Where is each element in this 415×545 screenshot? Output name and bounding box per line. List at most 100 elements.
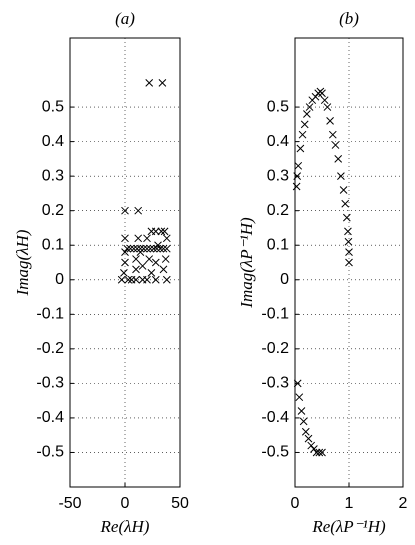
point — [138, 262, 147, 270]
point — [304, 434, 313, 443]
point — [294, 161, 303, 170]
point — [334, 155, 343, 163]
point — [158, 79, 167, 87]
point — [157, 227, 166, 236]
point — [326, 117, 334, 125]
point — [121, 258, 129, 267]
point — [160, 227, 169, 236]
y-tick-label: 0.5 — [42, 98, 64, 115]
point — [305, 103, 314, 111]
point — [295, 393, 304, 402]
point — [345, 248, 353, 256]
y-tick-label: 0 — [55, 271, 64, 288]
point — [300, 120, 309, 129]
y-tick-label: 0.2 — [42, 202, 64, 219]
y-axis-label: Imag(λP⁻¹H) — [237, 217, 256, 309]
y-tick-label: -0.1 — [261, 306, 289, 323]
plot-frame — [69, 37, 181, 488]
point — [132, 265, 140, 274]
chart-title: (b) — [339, 9, 359, 28]
y-tick-label: 0.5 — [267, 98, 289, 115]
point — [344, 227, 352, 236]
y-tick-label: -0.2 — [261, 340, 289, 357]
point — [293, 172, 302, 181]
point — [341, 199, 350, 208]
point — [143, 244, 151, 253]
point — [307, 441, 316, 450]
x-axis-label: Re(λP⁻¹H) — [311, 517, 386, 536]
point — [156, 244, 165, 253]
point — [121, 234, 129, 243]
x-tick-label: 0 — [121, 495, 130, 512]
point — [132, 255, 140, 263]
point — [342, 213, 351, 222]
point — [120, 269, 128, 277]
y-tick-label: 0.4 — [42, 133, 64, 150]
point — [121, 248, 129, 256]
point — [159, 265, 168, 274]
y-tick-label: -0.1 — [36, 306, 64, 323]
point — [151, 227, 160, 236]
point — [320, 96, 329, 105]
point — [331, 141, 340, 149]
y-tick-label: -0.5 — [36, 444, 64, 461]
point — [149, 244, 158, 253]
x-tick-label: 50 — [171, 495, 189, 512]
point — [136, 244, 145, 253]
point — [318, 89, 326, 98]
point — [303, 110, 311, 118]
y-tick-label: -0.4 — [261, 409, 289, 426]
y-tick-label: -0.4 — [36, 409, 64, 426]
point — [312, 448, 321, 457]
point — [310, 445, 318, 453]
point — [151, 258, 160, 267]
point — [293, 379, 302, 388]
point — [345, 258, 353, 267]
point — [323, 103, 332, 111]
plot-frame — [294, 37, 404, 488]
y-tick-label: 0.2 — [267, 202, 289, 219]
y-tick-label: 0.3 — [42, 167, 64, 184]
point — [123, 244, 132, 253]
point — [136, 248, 145, 256]
x-tick-label: 0 — [291, 495, 300, 512]
point — [337, 172, 345, 181]
point — [146, 244, 155, 253]
point — [143, 234, 151, 243]
chart-title: (a) — [115, 9, 135, 28]
point — [162, 234, 171, 243]
point — [129, 244, 138, 253]
y-tick-label: 0.1 — [267, 236, 289, 253]
point — [117, 275, 126, 284]
point — [134, 234, 143, 243]
x-tick-label: -50 — [58, 495, 81, 512]
point — [154, 241, 162, 250]
point — [121, 206, 129, 215]
point — [145, 255, 154, 263]
y-tick-label: -0.2 — [36, 340, 64, 357]
point — [143, 275, 151, 284]
point — [339, 186, 348, 194]
y-tick-label: -0.3 — [36, 375, 64, 392]
x-axis-label: Re(λH) — [100, 517, 150, 536]
y-axis-label: Imag(λH) — [13, 229, 32, 296]
point — [292, 182, 301, 191]
point — [301, 427, 310, 436]
point — [299, 417, 308, 426]
point — [328, 130, 337, 139]
x-tick-label: 2 — [399, 495, 408, 512]
point — [127, 275, 136, 284]
point — [298, 130, 307, 139]
y-tick-label: -0.5 — [261, 444, 289, 461]
y-tick-label: -0.3 — [261, 375, 289, 392]
point — [159, 244, 168, 253]
point — [147, 269, 156, 277]
y-tick-label: 0.4 — [267, 133, 289, 150]
point — [162, 275, 171, 284]
point — [134, 206, 143, 215]
point — [124, 275, 133, 284]
point — [151, 275, 160, 284]
point — [145, 79, 154, 87]
y-tick-label: 0 — [280, 271, 289, 288]
